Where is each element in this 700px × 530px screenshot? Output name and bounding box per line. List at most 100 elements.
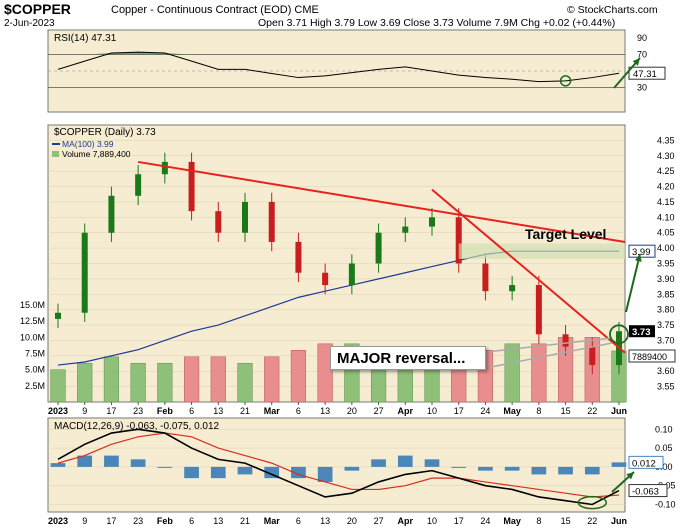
price-tick-label: 3.95 [657, 259, 675, 269]
macd-x-tick-label: 21 [240, 516, 250, 526]
price-x-tick-label: 27 [374, 406, 384, 416]
macd-histogram-bar [184, 466, 199, 479]
price-x-tick-label: 9 [82, 406, 87, 416]
macd-x-tick-label: 9 [82, 516, 87, 526]
macd-histogram-bar [50, 463, 66, 467]
rsi-overbought-fill [58, 52, 619, 55]
macd-x-tick-label: 13 [213, 516, 223, 526]
rsi-arrow-head [632, 58, 640, 66]
price-tick-label: 4.05 [657, 228, 675, 238]
price-tick-label: 3.80 [657, 305, 675, 315]
macd-x-tick-label: Feb [157, 516, 174, 526]
price-x-tick-label: 23 [133, 406, 143, 416]
site-credit: © StockCharts.com [567, 4, 658, 16]
macd-x-tick-label: 20 [347, 516, 357, 526]
macd-x-tick-label: 2023 [48, 516, 68, 526]
volume-tick-label: 5.0M [25, 365, 45, 375]
price-x-tick-label: Feb [157, 406, 174, 416]
rsi-tick-label: 30 [637, 82, 647, 92]
macd-signal-line [57, 432, 620, 498]
instrument-description: Copper - Continuous Contract (EOD) CME [111, 4, 319, 16]
price-x-tick-label: 22 [587, 406, 597, 416]
volume-tick-label: 15.0M [20, 300, 45, 310]
macd-histogram-bar [77, 455, 93, 467]
macd-x-tick-label: 23 [133, 516, 143, 526]
macd-x-tick-label: May [503, 516, 521, 526]
volume-legend-swatch [52, 151, 59, 157]
macd-histogram-bar [130, 459, 146, 467]
candle-body [535, 285, 542, 335]
volume-bar [50, 369, 66, 403]
volume-bar [157, 362, 173, 403]
macd-x-tick-label: 10 [427, 516, 437, 526]
macd-histogram-bar [531, 466, 547, 475]
price-x-tick-label: 2023 [48, 406, 68, 416]
macd-histogram-bar [478, 466, 493, 471]
price-tick-label: 3.55 [657, 382, 675, 392]
candle-body [509, 285, 516, 292]
macd-histogram-bar [104, 455, 119, 467]
macd-tick-label: -0.10 [655, 499, 676, 509]
macd-x-tick-label: Mar [264, 516, 281, 526]
price-x-tick-label: 17 [454, 406, 464, 416]
price-x-tick-label: 10 [427, 406, 437, 416]
macd-panel-bg [47, 417, 626, 513]
price-badge [629, 325, 655, 338]
macd-x-tick-label: 24 [480, 516, 490, 526]
macd-x-tick-label: 17 [106, 516, 116, 526]
macd-histogram-bar [558, 466, 573, 475]
ohlc-stats: Open 3.71 High 3.79 Low 3.69 Close 3.73 … [258, 17, 616, 29]
macd-badge-value: -0.063 [632, 487, 659, 498]
reversal-pointer-line [485, 342, 613, 369]
price-x-tick-label: Apr [398, 406, 414, 416]
macd-hist-badge [628, 455, 664, 469]
volume-bar [290, 350, 307, 403]
price-tick-label: 4.00 [657, 243, 675, 253]
candle-body [589, 346, 596, 366]
macd-histogram-bar [611, 462, 627, 467]
price-tick-label: 3.60 [657, 366, 675, 376]
macd-histogram-bar [291, 466, 306, 479]
candle-body [108, 195, 115, 233]
volume-tick-label: 10.0M [20, 332, 45, 342]
macd-histogram-bar [584, 466, 600, 475]
macd-histogram-bar [264, 466, 280, 479]
macd-tick-label: 0.05 [655, 443, 673, 453]
price-x-tick-label: 24 [480, 406, 490, 416]
rsi-line [57, 51, 620, 83]
price-tick-label: 3.75 [657, 320, 675, 330]
rsi-title: RSI(14) 47.31 [54, 33, 117, 44]
price-legend-ma: MA(100) 3.99 [62, 139, 114, 149]
volume-bar [77, 362, 93, 403]
candle-body [55, 312, 61, 319]
candle-body [135, 174, 142, 196]
macd-x-tick-label: Jun [611, 516, 627, 526]
price-x-tick-label: 20 [347, 406, 357, 416]
price-legend-symbol: $COPPER (Daily) 3.73 [54, 127, 156, 138]
volume-tick-label: 2.5M [25, 381, 45, 391]
candle-body [482, 263, 489, 292]
volume-badge-value: 7889400 [632, 352, 667, 362]
macd-badge [628, 484, 668, 498]
macd-x-tick-label: 6 [189, 516, 194, 526]
candle-body [562, 334, 569, 347]
macd-tick-label: 0.10 [655, 424, 673, 434]
macd-histogram-bar [344, 466, 360, 471]
macd-x-tick-label: 8 [536, 516, 541, 526]
candle-body [215, 211, 222, 233]
candle-body [81, 232, 88, 313]
rsi-circle-marker [559, 75, 572, 87]
major-reversal-annotation: MAJOR reversal... [330, 346, 486, 370]
macd-x-tick-label: 15 [561, 516, 571, 526]
macd-histogram-bar [371, 459, 386, 467]
macd-arrow-head [626, 472, 634, 480]
price-x-tick-label: Mar [264, 406, 281, 416]
price-tick-label: 4.25 [657, 166, 675, 176]
candle-body [268, 201, 275, 242]
candle-body [375, 232, 382, 264]
price-x-tick-label: 13 [213, 406, 223, 416]
rsi-last-badge [628, 66, 666, 80]
candle-body [322, 272, 329, 286]
